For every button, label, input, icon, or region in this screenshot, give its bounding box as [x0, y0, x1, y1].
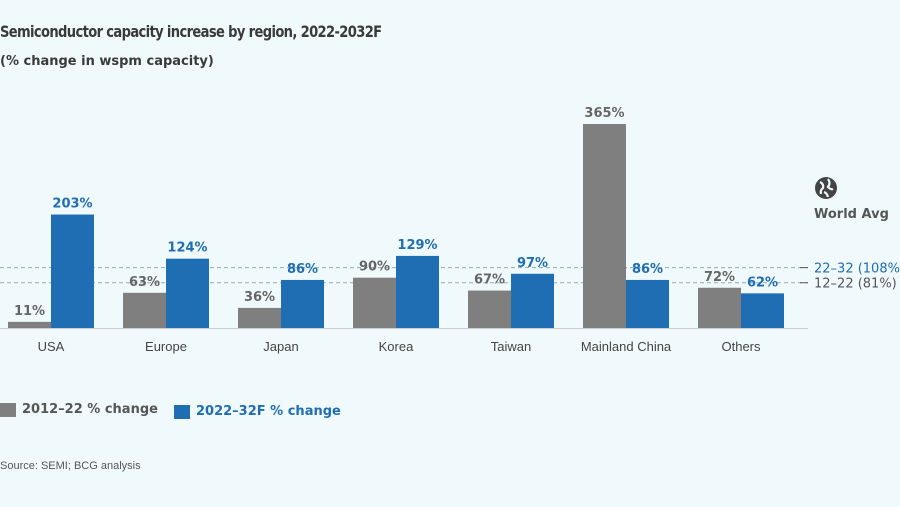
- bar-others-s1: [741, 293, 784, 328]
- legend-item-2012-22: 2012–22 % change: [0, 402, 158, 417]
- legend-label-2022-32: 2022–32F % change: [196, 404, 341, 419]
- legend-label-2012-22: 2012–22 % change: [22, 402, 158, 417]
- bar-japan-s1: [281, 279, 324, 328]
- data-label-europe-s1: 124%: [167, 241, 207, 256]
- bar-usa-s1: [51, 214, 94, 328]
- bar-usa-s0: [8, 321, 51, 328]
- category-label-taiwan: Taiwan: [491, 339, 531, 354]
- source-note: Source: SEMI; BCG analysis: [0, 460, 141, 472]
- category-label-europe: Europe: [145, 339, 187, 354]
- globe-icon-continents: [819, 178, 834, 198]
- data-label-others-s1: 62%: [747, 275, 778, 290]
- data-label-mainland-china-s1: 86%: [632, 262, 663, 277]
- data-label-korea-s1: 129%: [397, 238, 437, 253]
- legend-item-2022-32: 2022–32F % change: [174, 404, 341, 419]
- world-avg-label: World Avg: [814, 207, 889, 222]
- bar-taiwan-s0: [468, 290, 511, 328]
- bar-japan-s0: [238, 307, 281, 328]
- data-label-others-s0: 72%: [704, 270, 735, 285]
- legend-swatch-gray: [0, 402, 16, 417]
- chart-title: Semiconductor capacity increase by regio…: [0, 22, 382, 41]
- category-label-usa: USA: [38, 339, 65, 354]
- bar-others-s0: [698, 287, 741, 328]
- data-label-taiwan-s0: 67%: [474, 273, 505, 288]
- bar-mainland-china-s1: [626, 279, 669, 328]
- category-label-korea: Korea: [379, 339, 414, 354]
- category-label-mainland-china: Mainland China: [581, 339, 672, 354]
- chart-subtitle: (% change in wspm capacity): [0, 54, 214, 69]
- reference-label-1: 12–22 (81%): [814, 277, 897, 292]
- reference-label-0: 22–32 (108%): [814, 262, 900, 277]
- category-label-japan: Japan: [263, 339, 298, 354]
- data-label-korea-s0: 90%: [359, 260, 390, 275]
- globe-icon: [815, 177, 837, 199]
- bar-korea-s1: [396, 255, 439, 328]
- legend-swatch-blue: [174, 404, 190, 419]
- data-label-japan-s1: 86%: [287, 262, 318, 277]
- data-label-taiwan-s1: 97%: [517, 256, 548, 271]
- bar-europe-s0: [123, 292, 166, 328]
- bar-korea-s0: [353, 277, 396, 328]
- data-label-europe-s0: 63%: [129, 275, 160, 290]
- bar-chart: 22–32 (108%)12–22 (81%) World Avg 11% 203% U…: [0, 106, 900, 354]
- bar-taiwan-s1: [511, 273, 554, 328]
- data-label-usa-s0: 11%: [14, 304, 45, 319]
- bar-europe-s1: [166, 258, 209, 328]
- data-label-japan-s0: 36%: [244, 290, 275, 305]
- data-label-usa-s1: 203%: [52, 197, 92, 212]
- bar-mainland-china-s0: [583, 124, 626, 328]
- category-label-others: Others: [721, 339, 761, 354]
- data-label-mainland-china-s0: 365%: [584, 106, 624, 121]
